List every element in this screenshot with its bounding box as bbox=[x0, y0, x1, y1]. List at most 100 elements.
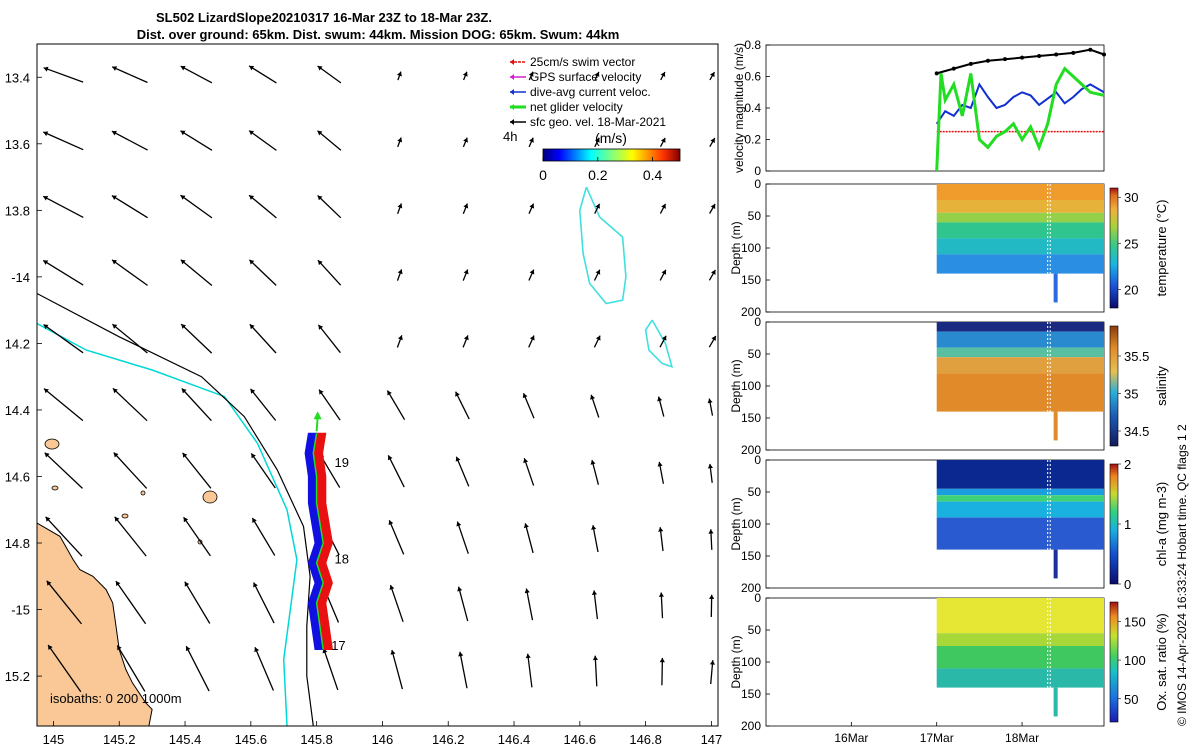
surface-velocity-vectors bbox=[42, 65, 717, 693]
velocity-vector bbox=[317, 65, 342, 84]
map-panel: 145 145.2 145.4 145.6 145.8 146 146.2 146.4 146.… bbox=[5, 43, 723, 747]
velocity-vector bbox=[46, 580, 83, 625]
velocity-vector bbox=[317, 324, 341, 354]
velocity-vector-head bbox=[184, 581, 190, 587]
oxygen-y-tick-label: 200 bbox=[741, 719, 761, 733]
temperature-y-tick-label: 0 bbox=[754, 177, 761, 191]
oxygen-data-band bbox=[936, 668, 1104, 688]
velocity-vector-head bbox=[249, 259, 255, 265]
velocity-vector-head bbox=[529, 203, 535, 209]
velocity-vector bbox=[253, 582, 275, 624]
chl-data-band bbox=[936, 488, 1104, 496]
velocity-vector bbox=[42, 259, 84, 286]
salinity-data-band bbox=[936, 357, 1104, 374]
oxygen-y-tick-label: 50 bbox=[748, 623, 762, 637]
velocity-vector-head bbox=[251, 453, 256, 459]
velocity-vector bbox=[116, 645, 146, 692]
velocity-vector-head bbox=[707, 463, 713, 469]
legend-entry-label: 25cm/s swim vector bbox=[530, 55, 635, 69]
velocity-y-tick-label: 0 bbox=[754, 164, 761, 178]
velocity-vector bbox=[47, 644, 82, 693]
velocity-vector bbox=[391, 649, 404, 690]
velocity-vector-head bbox=[529, 335, 535, 341]
velocity-vector-head bbox=[43, 131, 49, 137]
velocity-vector-head bbox=[317, 195, 323, 201]
chl-colorbar bbox=[1109, 463, 1119, 585]
island bbox=[44, 438, 60, 450]
glider-track bbox=[304, 411, 333, 650]
temperature-data-band bbox=[936, 212, 1104, 223]
velocity-vector bbox=[183, 516, 211, 557]
legend-entry-label: net glider velocity bbox=[530, 100, 623, 114]
velocity-vector bbox=[115, 580, 147, 625]
velocity-series-point bbox=[1037, 54, 1042, 59]
salinity-y-label: Depth (m) bbox=[729, 359, 743, 412]
map-x-ticks: 145 145.2 145.4 145.6 145.8 146 146.2 146.4 146.… bbox=[43, 721, 723, 747]
map-y-tick-label: 14.6 bbox=[5, 469, 30, 484]
velocity-vector-head bbox=[658, 592, 664, 597]
velocity-vector-head bbox=[397, 71, 402, 77]
salinity-y-tick-label: 0 bbox=[754, 315, 761, 329]
eddy-contour bbox=[578, 186, 627, 305]
velocity-axes-box bbox=[765, 44, 1105, 172]
velocity-vector bbox=[322, 648, 339, 691]
legend-entry-label: dive-avg current veloc. bbox=[530, 85, 651, 99]
temperature-y-tick-label: 50 bbox=[748, 209, 762, 223]
velocity-vector-head bbox=[710, 204, 716, 209]
salinity-data-band bbox=[936, 331, 1104, 348]
velocity-vector-head bbox=[317, 66, 323, 71]
velocity-vector bbox=[249, 388, 277, 421]
velocity-vector-head bbox=[390, 650, 396, 655]
day-label: 18 bbox=[335, 552, 349, 567]
velocity-vector bbox=[113, 452, 148, 489]
velocity-vector-head bbox=[709, 660, 715, 665]
island bbox=[202, 490, 218, 504]
legend-arrowhead bbox=[510, 89, 514, 95]
chl-y-tick-label: 0 bbox=[754, 453, 761, 467]
velocity-series-line bbox=[935, 66, 1105, 172]
velocity-vector-head bbox=[249, 324, 255, 330]
velocity-vector-head bbox=[595, 137, 600, 143]
velocity-vector-head bbox=[45, 516, 51, 522]
velocity-series-point bbox=[1020, 55, 1025, 60]
velocity-vector-head bbox=[660, 72, 666, 77]
velocity-vector-head bbox=[523, 523, 529, 529]
velocity-vector-head bbox=[180, 130, 186, 136]
velocity-vector-head bbox=[182, 452, 188, 458]
velocity-vector-head bbox=[591, 590, 597, 595]
salinity-y-tick-label: 100 bbox=[741, 379, 761, 393]
velocity-vector bbox=[661, 657, 664, 686]
map-y-tick-label: 15.2 bbox=[5, 669, 30, 684]
velocity-vector-head bbox=[43, 260, 49, 265]
salinity-y-tick-label: 150 bbox=[741, 411, 761, 425]
map-x-tick-label: 147 bbox=[701, 732, 723, 747]
net-velocity-line bbox=[312, 433, 324, 650]
velocity-vector-head bbox=[590, 460, 596, 465]
chl-data-band bbox=[936, 495, 1104, 502]
chl-data-band bbox=[936, 460, 1104, 489]
velocity-vector-head bbox=[397, 203, 403, 209]
velocity-vector bbox=[455, 391, 470, 420]
velocity-vector-head bbox=[455, 456, 461, 462]
velocity-vector-head bbox=[397, 137, 403, 143]
salinity-colorbar-tick-label: 34.5 bbox=[1124, 424, 1149, 439]
velocity-vector-head bbox=[317, 130, 323, 136]
temperature-data-band bbox=[936, 238, 1104, 255]
chl-y-tick-label: 100 bbox=[741, 517, 761, 531]
velocity-vector bbox=[459, 651, 468, 689]
velocity-vector-head bbox=[595, 269, 601, 275]
velocity-vector bbox=[457, 586, 469, 622]
eddy-contours bbox=[578, 186, 674, 368]
velocity-vector-head bbox=[112, 259, 117, 265]
velocity-vector bbox=[42, 195, 84, 218]
map-y-tick-label: 13.8 bbox=[5, 203, 30, 218]
chl-colorbar-tick-label: 1 bbox=[1124, 517, 1131, 532]
velocity-series-point bbox=[1102, 52, 1106, 57]
velocity-vector bbox=[111, 323, 148, 354]
temperature-colorbar-tick-label: 30 bbox=[1124, 190, 1138, 205]
map-x-tick-label: 146.6 bbox=[564, 732, 597, 747]
velocity-series-point bbox=[968, 61, 973, 66]
velocity-vector-head bbox=[112, 66, 118, 71]
